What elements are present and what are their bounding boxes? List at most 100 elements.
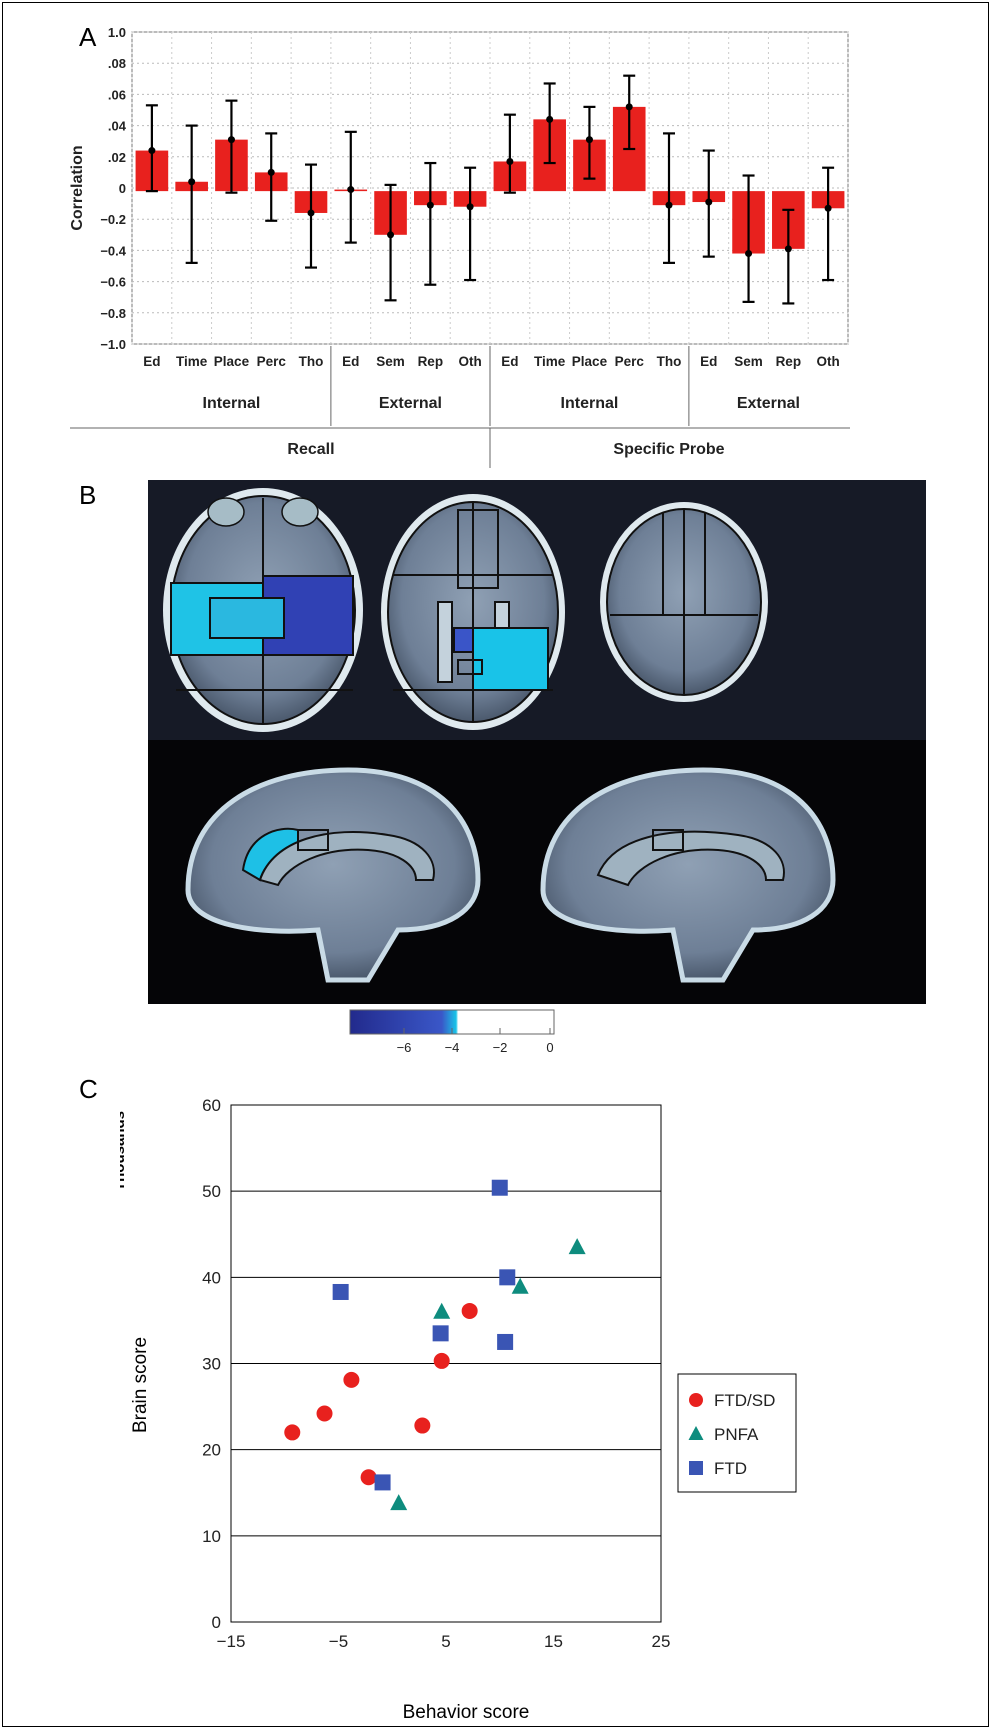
point-ftdsd [360, 1469, 377, 1486]
point-pnfa [433, 1302, 451, 1319]
mean-dot [705, 198, 713, 206]
y-tick-label: .04 [108, 119, 127, 134]
mean-dot [745, 250, 753, 258]
group-label-level2: Specific Probe [613, 441, 724, 458]
point-ftd [499, 1269, 516, 1286]
x-tick-label: 25 [652, 1632, 671, 1651]
panel-label-c: C [79, 1074, 98, 1104]
group-label-level1: External [737, 395, 800, 412]
correlation-bar-chart: 1.0 .08 .06 .04 .02 0 −0.2 −0.4 −0.6 −0.8 −1.0 Ed T… [69, 25, 850, 468]
point-ftd [332, 1283, 349, 1300]
x-tick-label: Perc [615, 354, 645, 369]
y-tick-label: −0.2 [100, 212, 126, 227]
y-tick-label: 50 [202, 1182, 221, 1201]
y-tick-label: .06 [108, 87, 126, 102]
colorbar-tick-label: −2 [493, 1040, 508, 1055]
point-ftdsd [343, 1371, 360, 1388]
group-label-level1: External [379, 395, 442, 412]
legend-marker [689, 1393, 703, 1407]
legend-marker [688, 1426, 704, 1440]
mean-dot [267, 168, 275, 176]
y-tick-label: −0.8 [100, 306, 126, 321]
legend-marker [689, 1461, 703, 1475]
mean-dot [784, 245, 792, 253]
mean-dot [347, 186, 355, 194]
point-ftdsd [414, 1417, 431, 1434]
mean-dot [625, 103, 633, 111]
point-ftdsd [316, 1405, 333, 1422]
colorbar: −6 −4 −2 0 [340, 1008, 570, 1060]
y-tick-label: 40 [202, 1268, 221, 1287]
x-tick-label: Oth [816, 354, 839, 369]
point-ftd [374, 1474, 391, 1491]
x-tick-label: Sem [376, 354, 405, 369]
sagittal-slice-right [540, 767, 836, 983]
mean-dot [824, 204, 832, 212]
x-tick-label: 5 [441, 1632, 450, 1651]
point-pnfa [390, 1494, 408, 1511]
legend-label: FTD [714, 1459, 747, 1478]
x-tick-label: Ed [501, 354, 518, 369]
y-tick-label: 20 [202, 1441, 221, 1460]
legend: FTD/SD PNFA FTD [677, 1373, 797, 1493]
axial-slice-middle [381, 494, 565, 730]
mean-dot [466, 203, 474, 211]
y-tick-label: 10 [202, 1527, 221, 1546]
x-tick-label: Place [214, 354, 250, 369]
point-ftd [491, 1179, 508, 1196]
x-tick-label: 15 [544, 1632, 563, 1651]
mean-dot [227, 136, 235, 144]
x-tick-label: Rep [776, 354, 802, 369]
point-ftdsd [284, 1424, 301, 1441]
x-tick-label: Ed [143, 354, 160, 369]
brain-behavior-scatter: 0 10 20 30 40 50 60 −15 −5 5 15 25 Thousands Brain … [120, 1096, 797, 1723]
mean-dot [387, 231, 395, 239]
mean-dot [426, 201, 434, 209]
brain-image-montage [148, 480, 926, 1004]
group-label-level1: Internal [203, 395, 261, 412]
x-tick-label: Ed [700, 354, 717, 369]
x-axis-title: Behavior score [403, 1702, 530, 1723]
colorbar-tick-label: −4 [445, 1040, 460, 1055]
y-tick-label: 1.0 [108, 25, 126, 40]
panel-label-b: B [79, 480, 97, 510]
y-tick-label: −0.4 [100, 243, 126, 258]
y-axis-units: Thousands [120, 1111, 128, 1191]
mean-dot [188, 178, 196, 186]
x-tick-label: Time [176, 354, 208, 369]
sagittal-slice-left [185, 767, 481, 983]
point-pnfa [568, 1238, 586, 1255]
mean-dot [546, 115, 554, 123]
mean-dot [148, 147, 156, 155]
group-label-level1: Internal [561, 395, 619, 412]
point-ftd [432, 1325, 449, 1342]
y-axis-title: Brain score [130, 1337, 151, 1433]
x-tick-label: Sem [734, 354, 763, 369]
colorbar-tick-label: −6 [397, 1040, 412, 1055]
x-tick-label: Place [572, 354, 608, 369]
x-tick-label: Perc [257, 354, 287, 369]
point-ftdsd [433, 1352, 450, 1369]
y-tick-label: −0.6 [100, 275, 126, 290]
mean-dot [665, 201, 673, 209]
point-pnfa [511, 1277, 529, 1294]
x-tick-label: Oth [458, 354, 481, 369]
y-tick-label: 0 [119, 181, 126, 196]
legend-label: PNFA [714, 1425, 759, 1444]
x-tick-label: −5 [329, 1632, 348, 1651]
x-tick-label: Tho [299, 354, 324, 369]
roi-light-right [472, 627, 549, 691]
axial-slice-inferior [163, 488, 363, 732]
mean-dot [506, 157, 514, 165]
x-tick-label: −15 [217, 1632, 246, 1651]
x-tick-label: Tho [657, 354, 682, 369]
y-tick-label: 30 [202, 1355, 221, 1374]
x-tick-label: Ed [342, 354, 359, 369]
colorbar-tick-label: 0 [546, 1040, 553, 1055]
group-label-level2: Recall [287, 441, 334, 458]
y-axis-title: Correlation [69, 145, 86, 230]
axial-slice-superior [600, 502, 768, 702]
y-tick-label: −1.0 [100, 337, 126, 352]
point-ftdsd [461, 1302, 478, 1319]
